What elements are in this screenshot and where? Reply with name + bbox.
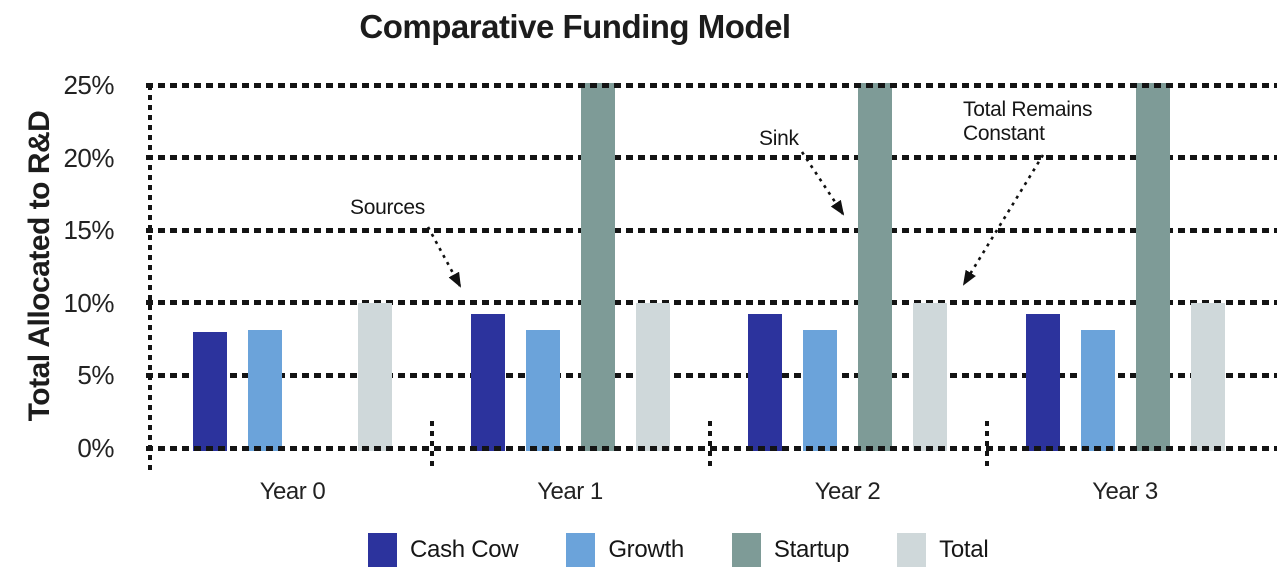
y-tick-label-0-: 0%	[77, 433, 114, 463]
bar-growth-year-2	[803, 330, 837, 451]
bar-growth-year-3	[1080, 330, 1115, 451]
annotation-sources: Sources	[350, 196, 425, 219]
bar-total-year-0	[358, 302, 392, 451]
legend-swatch-total	[897, 533, 927, 567]
annotation-arrow-sources	[426, 226, 462, 288]
legend-swatch-growth	[566, 533, 596, 567]
bar-cash-cow-year-2	[748, 314, 782, 451]
legend-swatch-startup	[731, 533, 761, 567]
bar-startup-year-3	[1135, 83, 1170, 451]
bar-cash-cow-year-0	[193, 331, 227, 451]
bar-growth-year-0	[248, 330, 282, 451]
bar-total-year-3	[1190, 302, 1225, 451]
x-tick-label-year-3: Year 3	[1092, 478, 1158, 505]
y-tick-label-20-: 20%	[63, 142, 114, 173]
gridline-5-	[146, 372, 1277, 378]
legend-label-startup: Startup	[773, 536, 850, 563]
gridline-15-	[146, 227, 1277, 233]
x-tick-label-year-1: Year 1	[537, 478, 603, 505]
bar-total-year-1	[635, 302, 670, 451]
legend: Cash Cow Growth Startup Total	[368, 533, 989, 567]
gridline-20-	[146, 155, 1277, 161]
annotation-total-remains-constant: Total Remains Constant	[963, 98, 1093, 145]
y-tick-label-15-: 15%	[63, 215, 114, 246]
chart-title: Comparative Funding Model	[359, 8, 791, 45]
legend-label-growth: Growth	[608, 536, 684, 563]
bar-cash-cow-year-3	[1025, 314, 1060, 451]
annotation-sink: Sink	[759, 127, 799, 150]
bar-startup-year-1	[580, 83, 615, 451]
legend-item-cash-cow: Cash Cow	[368, 533, 519, 567]
legend-label-cash-cow: Cash Cow	[410, 536, 519, 563]
gridline-10-	[146, 300, 1277, 306]
y-axis-dotted-line	[148, 85, 152, 470]
gridline-25-	[146, 82, 1277, 88]
x-tick-label-year-0: Year 0	[259, 478, 326, 505]
bar-cash-cow-year-1	[470, 314, 505, 451]
gridline-0-	[146, 445, 1277, 451]
y-tick-label-10-: 10%	[63, 287, 114, 318]
y-tick-label-5-: 5%	[77, 360, 114, 391]
legend-item-total: Total	[897, 533, 989, 567]
legend-swatch-cash-cow	[368, 533, 397, 567]
annotation-arrow-sink	[800, 151, 845, 216]
legend-item-startup: Startup	[731, 533, 850, 567]
legend-label-total: Total	[939, 536, 989, 563]
bar-growth-year-1	[525, 330, 560, 451]
annotation-arrow-total-remains-constant	[962, 154, 1045, 286]
legend-item-growth: Growth	[566, 533, 684, 567]
y-tick-label-25-: 25%	[63, 70, 114, 100]
x-tick-label-year-2: Year 2	[814, 478, 881, 505]
bar-startup-year-2	[858, 83, 892, 451]
bar-total-year-2	[913, 302, 947, 451]
